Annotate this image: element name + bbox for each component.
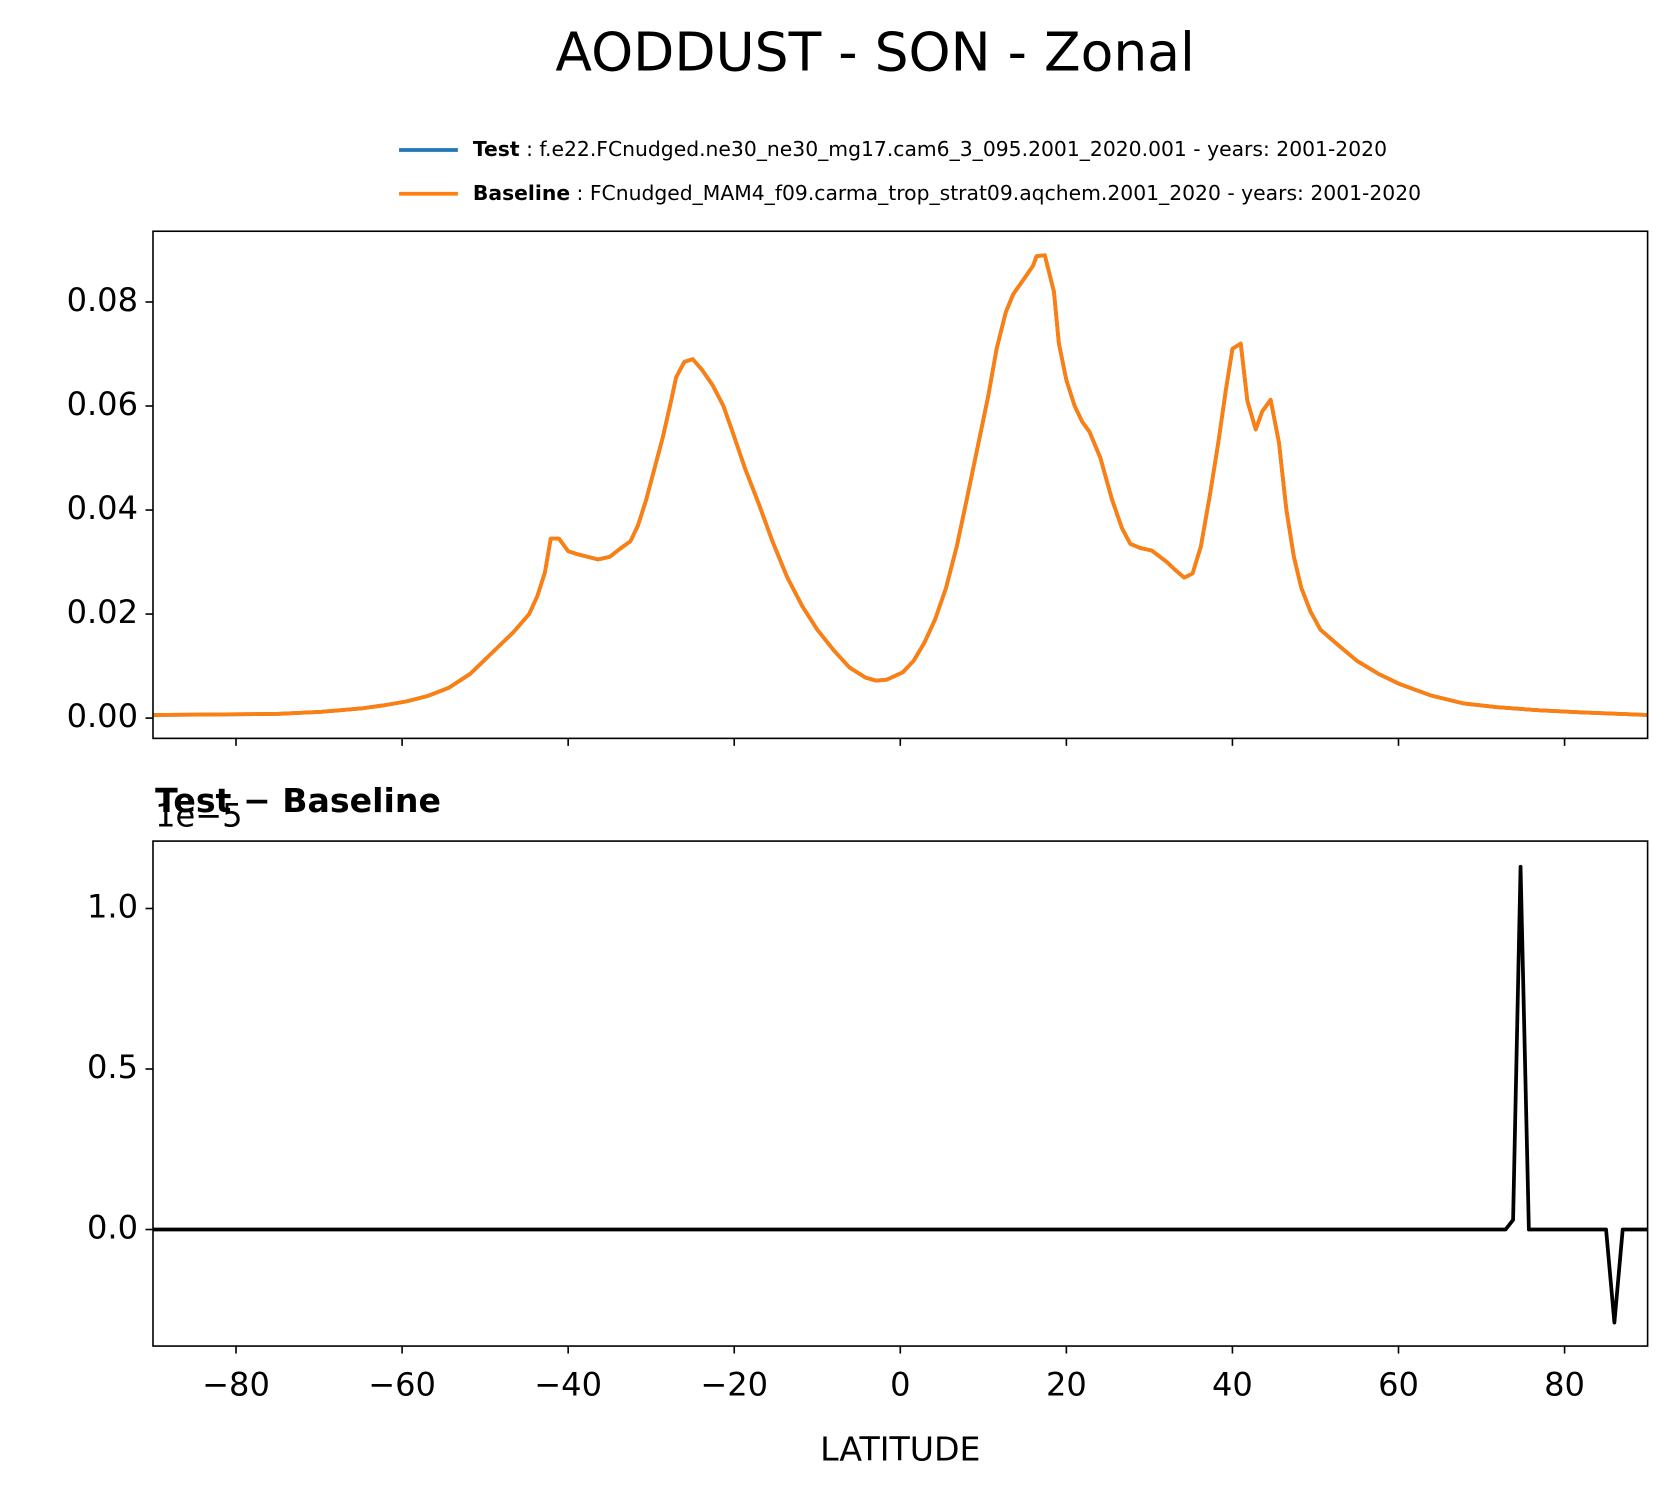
legend-description: : f.e22.FCnudged.ne30_ne30_mg17.cam6_3_0… <box>520 137 1387 162</box>
legend-description: : FCnudged_MAM4_f09.carma_trop_strat09.a… <box>570 181 1421 206</box>
x-tick-label: −40 <box>534 1366 602 1404</box>
legend-name: Baseline <box>473 181 570 205</box>
figure-title: AODDUST - SON - Zonal <box>555 20 1194 83</box>
y-tick-label: 0.04 <box>67 489 138 527</box>
y-tick-label: 0.0 <box>87 1209 138 1247</box>
x-tick-label: −60 <box>368 1366 436 1404</box>
series-line <box>152 253 1648 717</box>
legend-label: Test : f.e22.FCnudged.ne30_ne30_mg17.cam… <box>473 137 1387 162</box>
y-tick-label: 0.06 <box>67 385 138 423</box>
x-tick-label: 60 <box>1378 1366 1419 1404</box>
y-tick-label: 0.5 <box>87 1048 138 1086</box>
plot-area: 0.00 0.02 0.04 0.06 0.08 Test : f.e22.FCnudge… <box>67 137 1649 746</box>
x-tick-label: 20 <box>1046 1366 1087 1404</box>
x-tick-label: −80 <box>202 1366 270 1404</box>
x-tick-label: −20 <box>700 1366 768 1404</box>
plot-area: 0.0 0.5 1.0 −80 −60 −40 −20 0 20 40 60 80 Test − Bas… <box>87 781 1649 1468</box>
x-tick-label: 40 <box>1212 1366 1253 1404</box>
legend-name: Test <box>473 137 520 161</box>
axes-frame <box>152 230 1649 740</box>
y-tick-label: 0.08 <box>67 281 138 319</box>
y-offset-label: 1e−5 <box>155 797 242 835</box>
x-tick-label: 80 <box>1544 1366 1585 1404</box>
y-tick-label: 1.0 <box>87 887 138 925</box>
series-line <box>152 864 1648 1325</box>
y-tick-label: 0.00 <box>67 697 138 735</box>
subplot-title: Test − Baseline <box>155 781 441 820</box>
legend-label: Baseline : FCnudged_MAM4_f09.carma_trop_… <box>473 181 1421 206</box>
x-tick-label: 0 <box>890 1366 910 1404</box>
y-tick-label: 0.02 <box>67 593 138 631</box>
axes-frame <box>152 840 1649 1347</box>
x-axis-label: LATITUDE <box>820 1429 980 1468</box>
